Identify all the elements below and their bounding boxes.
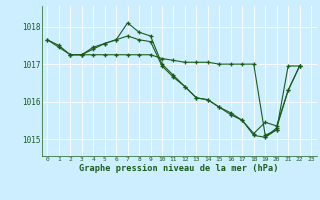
X-axis label: Graphe pression niveau de la mer (hPa): Graphe pression niveau de la mer (hPa) <box>79 164 279 173</box>
